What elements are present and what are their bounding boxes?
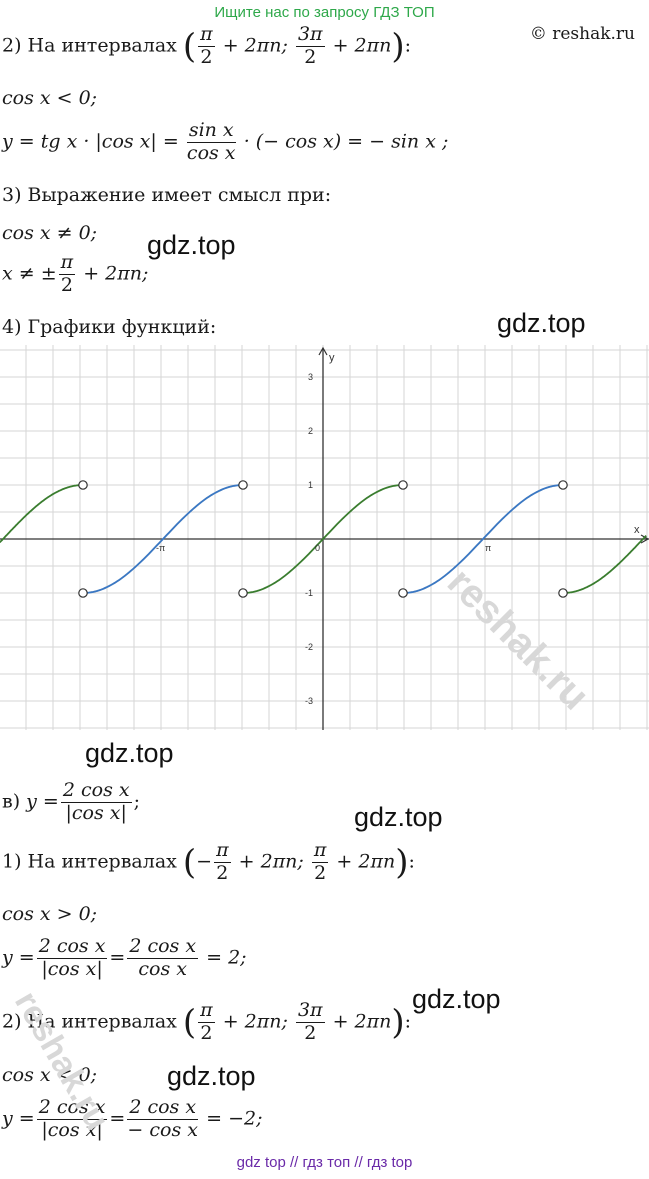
b2-suffix: : bbox=[404, 34, 412, 57]
open-point bbox=[398, 588, 408, 598]
y-tick-label: -2 bbox=[305, 642, 313, 652]
v2-eq-lhs: y = bbox=[2, 1107, 35, 1130]
b3-x-tail: + 2πn; bbox=[83, 262, 149, 285]
footer-links: gdz top // гдз топ // гдз top bbox=[236, 1154, 413, 1171]
v1-eq-lhs: y = bbox=[2, 946, 35, 969]
b3-title: 3) Выражение имеет смысл при: bbox=[2, 184, 332, 206]
b2-a-tail: + 2πn; bbox=[222, 34, 288, 57]
green-curve bbox=[243, 484, 403, 594]
open-point bbox=[558, 480, 568, 490]
open-point bbox=[558, 588, 568, 598]
open-paren: ( bbox=[182, 1002, 197, 1043]
b2-frac-b: 3π 2 bbox=[295, 23, 325, 68]
open-paren: ( bbox=[182, 842, 197, 883]
v2-suffix: : bbox=[404, 1010, 412, 1033]
gdz-watermark: gdz.top bbox=[412, 984, 501, 1014]
v2-frac-b: 3π 2 bbox=[295, 999, 325, 1044]
b2-prefix: 2) На интервалах bbox=[2, 34, 177, 57]
v2-eq-rhs: = −2; bbox=[206, 1107, 263, 1130]
b2-eq-frac: sin x cos x bbox=[186, 119, 236, 164]
gdz-watermark: gdz.top bbox=[167, 1061, 256, 1091]
v2-prefix: 2) На интервалах bbox=[2, 1010, 177, 1033]
function-graph: 3 2 1 -1 -2 -3 0 -π π x y bbox=[0, 345, 649, 730]
v2-frac-1: 2 cos x |cos x| bbox=[36, 1096, 108, 1141]
v1-condition: cos x > 0; bbox=[2, 903, 98, 925]
v-tail: ; bbox=[133, 790, 140, 813]
gdz-watermark: gdz.top bbox=[497, 308, 586, 338]
green-curve bbox=[563, 534, 647, 594]
y-tick-label: 1 bbox=[308, 480, 313, 490]
v2-condition: cos x < 0; bbox=[2, 1064, 98, 1086]
v2-intervals-line: 2) На интервалах (π 2 + 2πn; 3π 2 + 2πn): bbox=[2, 999, 412, 1045]
y-tick-label: 2 bbox=[308, 426, 313, 436]
open-paren: ( bbox=[182, 26, 197, 67]
v2-frac-2: 2 cos x − cos x bbox=[127, 1096, 199, 1141]
b3-x-line: x ≠ ± π 2 + 2πn; bbox=[2, 251, 149, 297]
v2-b-tail: + 2πn bbox=[332, 1010, 392, 1033]
v-frac: 2 cos x |cos x| bbox=[60, 779, 132, 824]
gdz-watermark: gdz.top bbox=[147, 230, 236, 260]
b4-title: 4) Графики функций: bbox=[2, 316, 217, 338]
v1-a-tail: + 2πn; bbox=[238, 850, 304, 873]
x-tick-neg-pi: -π bbox=[156, 543, 165, 553]
graph-curves bbox=[0, 480, 647, 598]
b2-eq-rhs: · (− cos x) = − sin x ; bbox=[243, 130, 449, 153]
x-axis-arrow bbox=[640, 534, 649, 544]
b3-condition: cos x ≠ 0; bbox=[2, 222, 98, 244]
close-paren: ) bbox=[395, 842, 409, 883]
close-paren: ) bbox=[391, 1002, 405, 1043]
open-point bbox=[78, 480, 88, 490]
copyright: © reshak.ru bbox=[529, 24, 635, 44]
search-banner: Ищите нас по запросу ГДЗ ТОП bbox=[214, 4, 435, 21]
y-axis-label: y bbox=[329, 352, 335, 364]
y-tick-label: 3 bbox=[308, 372, 313, 382]
y-axis-arrow bbox=[318, 346, 328, 356]
v-label: в) bbox=[2, 790, 21, 813]
v1-eq-rhs: = 2; bbox=[206, 946, 247, 969]
y-tick-label: -3 bbox=[305, 696, 313, 706]
b2-condition: cos x < 0; bbox=[2, 87, 98, 109]
v1-a-sign: − bbox=[196, 850, 213, 873]
b2-b-tail: + 2πn bbox=[332, 34, 392, 57]
v-eq-lhs: y = bbox=[26, 790, 59, 813]
b2-intervals-line: 2) На интервалах (π 2 + 2πn; 3π 2 + 2πn): bbox=[2, 23, 412, 69]
b3-x-lhs: x ≠ ± bbox=[2, 262, 57, 285]
green-curve bbox=[0, 484, 83, 544]
b2-equation: y = tg x · |cos x| = sin x cos x · (− cos… bbox=[2, 119, 449, 165]
open-point bbox=[398, 480, 408, 490]
gdz-watermark: gdz.top bbox=[85, 738, 174, 768]
x-tick-pi: π bbox=[485, 543, 491, 553]
v1-suffix: : bbox=[408, 850, 415, 873]
blue-curve bbox=[403, 484, 563, 594]
graph-labels: 3 2 1 -1 -2 -3 0 -π π x y bbox=[156, 352, 640, 706]
v2-equation: y = 2 cos x |cos x| = 2 cos x − cos x = −2; bbox=[2, 1096, 263, 1141]
open-point bbox=[238, 588, 248, 598]
v1-equation: y = 2 cos x |cos x| = 2 cos x cos x = 2; bbox=[2, 935, 247, 980]
v1-prefix: 1) На интервалах bbox=[2, 850, 177, 873]
y-tick-label: -1 bbox=[305, 588, 313, 598]
x-axis-label: x bbox=[634, 524, 640, 536]
v1-frac-1: 2 cos x |cos x| bbox=[36, 935, 108, 980]
v-equation: в) y = 2 cos x |cos x|; bbox=[2, 779, 140, 825]
origin-label: 0 bbox=[315, 543, 320, 553]
blue-curve bbox=[83, 484, 243, 594]
open-point bbox=[78, 588, 88, 598]
open-point bbox=[238, 480, 248, 490]
b2-eq-lhs: y = tg x · |cos x| = bbox=[2, 130, 179, 153]
v1-b-tail: + 2πn bbox=[336, 850, 396, 873]
v1-frac-2: 2 cos x cos x bbox=[127, 935, 199, 980]
v2-a-tail: + 2πn; bbox=[222, 1010, 288, 1033]
close-paren: ) bbox=[391, 26, 405, 67]
gdz-watermark: gdz.top bbox=[354, 802, 443, 832]
